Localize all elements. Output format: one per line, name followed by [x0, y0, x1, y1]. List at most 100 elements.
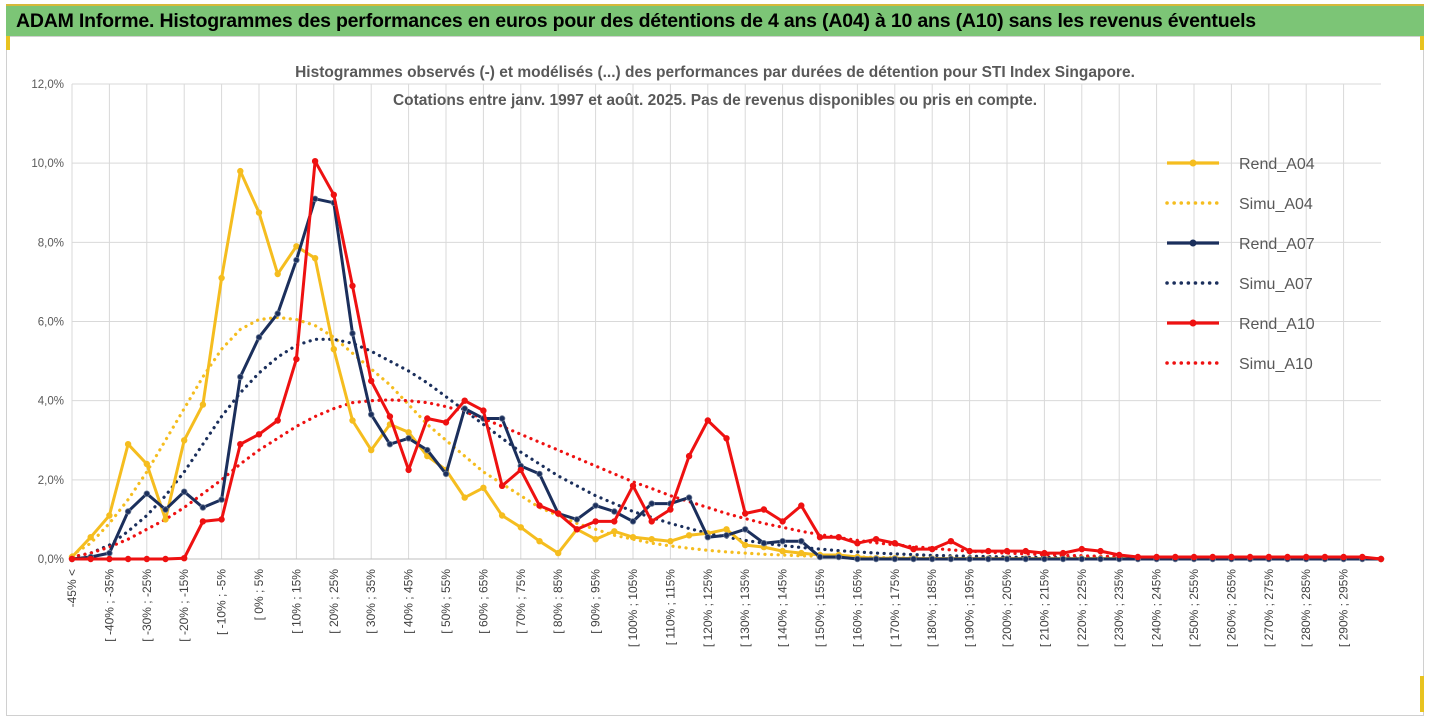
x-tick-label: [ -10% ; -5%: [215, 569, 229, 635]
data-point: [1172, 553, 1179, 561]
data-point: [386, 413, 394, 420]
data-point: [87, 555, 94, 563]
data-point: [143, 555, 150, 563]
data-point: [1059, 549, 1067, 557]
data-point: [798, 538, 805, 545]
data-point: [573, 526, 581, 533]
data-point: [424, 452, 431, 460]
y-tick-label: 12,0%: [31, 79, 64, 91]
data-point: [274, 310, 281, 317]
banner: ADAM Informe. Histogrammes des performan…: [6, 4, 1424, 36]
data-point: [143, 460, 150, 468]
y-tick-label: 10,0%: [31, 158, 64, 170]
chart-frame: 0,0% 2,0% 4,0% 6,0% 8,0% 10,0% 12,0% -45% < [ -…: [6, 36, 1424, 716]
data-point: [854, 540, 861, 547]
data-point: [835, 534, 842, 541]
data-point: [704, 534, 711, 541]
data-point: [910, 555, 917, 563]
data-point: [124, 508, 132, 515]
data-point: [1097, 547, 1104, 555]
x-tick-label: [ 190% ; 195%: [963, 569, 977, 647]
data-point: [742, 541, 749, 549]
data-point: [1078, 555, 1085, 563]
legend-entry-Rend_A10: Rend_A10: [1167, 316, 1315, 333]
data-point: [1284, 553, 1291, 561]
data-point: [180, 555, 188, 562]
legend-entry-Simu_A04: Simu_A04: [1165, 196, 1313, 213]
x-tick-label: [ 70% ; 75%: [514, 569, 528, 634]
data-point: [966, 555, 973, 563]
corner-mark-left: [6, 36, 10, 50]
x-tick-label: [ 220% ; 225%: [1075, 569, 1089, 647]
data-point: [180, 488, 188, 495]
data-point: [985, 547, 992, 555]
data-point: [237, 373, 244, 381]
data-point: [311, 254, 319, 262]
x-tick-label: [ 270% ; 275%: [1262, 569, 1276, 647]
data-point: [1153, 553, 1160, 561]
series-line: [72, 159, 1382, 561]
data-point: [685, 494, 693, 501]
data-point: [779, 518, 786, 525]
data-point: [293, 243, 300, 250]
series-Rend_A04: [68, 167, 1385, 563]
x-tick-label: [ 280% ; 285%: [1299, 569, 1313, 647]
corner-mark-right: [1420, 36, 1424, 50]
data-point: [723, 435, 730, 442]
series-line: [71, 197, 1381, 561]
x-tick-label: [ 10% ; 15%: [289, 569, 303, 634]
data-point: [685, 532, 693, 539]
data-point: [199, 518, 207, 525]
data-point: [648, 536, 655, 543]
data-point: [872, 555, 880, 563]
data-point: [685, 452, 693, 460]
data-point: [1003, 547, 1011, 555]
data-point: [1265, 553, 1272, 561]
grid: [71, 83, 1381, 560]
data-point: [592, 536, 599, 543]
data-point: [218, 516, 225, 523]
data-point: [555, 510, 562, 517]
data-point: [199, 504, 207, 511]
data-point: [405, 429, 412, 436]
data-point: [106, 549, 113, 557]
data-point: [124, 555, 132, 563]
series-Rend_A10: [68, 157, 1385, 563]
data-point: [1209, 553, 1216, 561]
x-tick-label: [ 30% ; 35%: [364, 569, 378, 634]
y-tick-label: 6,0%: [38, 317, 64, 329]
y-axis: 0,0% 2,0% 4,0% 6,0% 8,0% 10,0% 12,0%: [31, 79, 64, 566]
series-line: [70, 169, 1382, 561]
chart-title-line-2: Cotations entre janv. 1997 et août. 2025…: [393, 92, 1037, 109]
data-point: [816, 553, 824, 561]
data-point: [629, 482, 637, 489]
data-point: [368, 446, 375, 454]
x-tick-label: [ 230% ; 235%: [1112, 569, 1126, 647]
corner-mark-bottom: [1420, 676, 1424, 712]
data-point: [1359, 553, 1366, 561]
data-point: [798, 549, 805, 557]
data-point: [293, 355, 300, 363]
data-point: [536, 538, 543, 545]
data-point: [368, 377, 375, 385]
data-point: [742, 510, 749, 517]
data-point: [330, 191, 337, 198]
data-point: [1134, 553, 1142, 561]
data-point: [162, 555, 169, 563]
data-point: [162, 506, 169, 513]
data-point: [106, 555, 113, 563]
series-line: [70, 398, 1383, 561]
y-tick-label: 2,0%: [38, 475, 64, 487]
data-point: [891, 540, 898, 547]
data-point: [498, 415, 506, 422]
data-point: [816, 534, 824, 541]
y-tick-label: 4,0%: [38, 396, 64, 408]
data-point: [218, 274, 225, 282]
data-point: [723, 526, 730, 533]
data-point: [424, 415, 431, 422]
data-point: [87, 534, 94, 541]
data-point: [1041, 555, 1048, 563]
data-point: [1321, 553, 1329, 561]
x-tick-label: [ 180% ; 185%: [925, 569, 939, 647]
data-point: [293, 256, 300, 264]
